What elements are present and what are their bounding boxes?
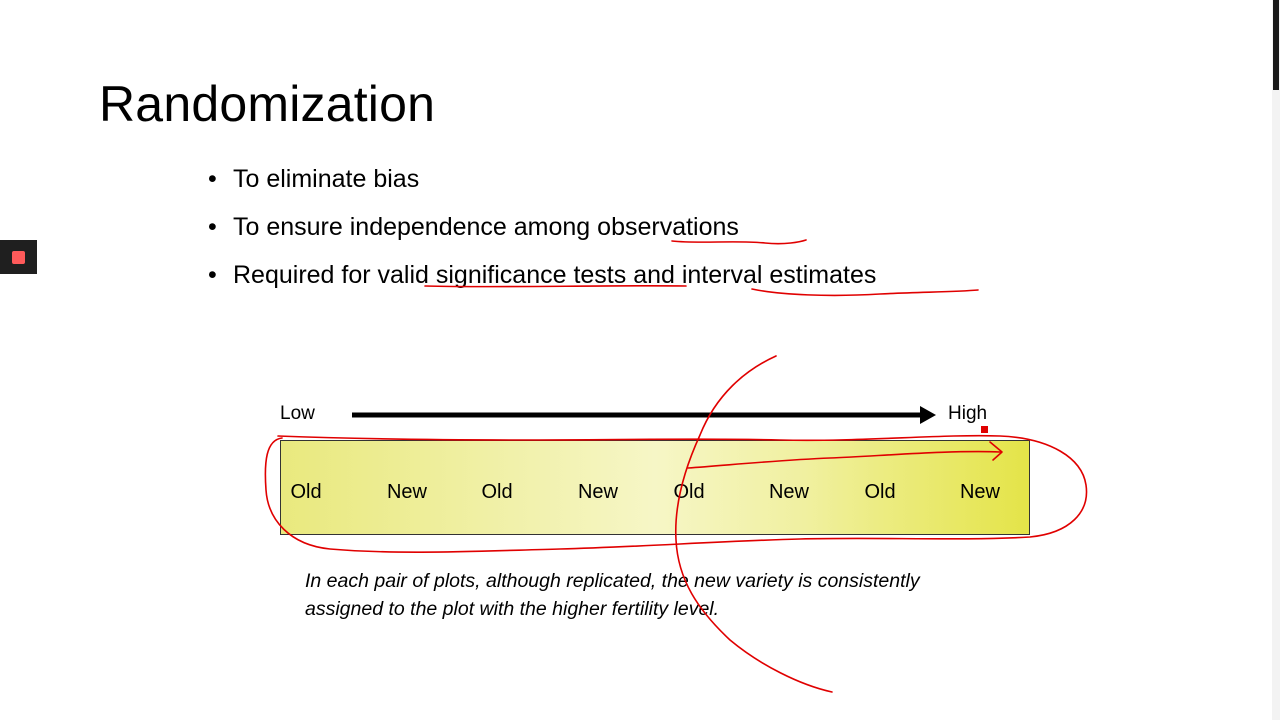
recording-widget[interactable] xyxy=(0,240,37,274)
plot-label-new: New xyxy=(959,481,1001,503)
plot-label-new: New xyxy=(768,481,810,503)
arrow-right-icon xyxy=(352,406,936,424)
bullet-item: • Required for valid significance tests a… xyxy=(208,251,876,299)
bullet-dot: • xyxy=(208,261,217,289)
pointer-marker xyxy=(981,426,988,433)
plot-label-old: Old xyxy=(481,481,513,503)
plot-label-new: New xyxy=(577,481,619,503)
caption: In each pair of plots, although replicat… xyxy=(305,567,920,623)
bullet-text: To eliminate bias xyxy=(233,165,420,193)
bullet-text: To ensure independence among observation… xyxy=(233,213,739,241)
scrollbar-thumb[interactable] xyxy=(1273,0,1279,90)
caption-line: In each pair of plots, although replicat… xyxy=(305,570,920,592)
scrollbar[interactable] xyxy=(1272,0,1280,720)
plot-label-old: Old xyxy=(290,481,322,503)
bullet-text: Required for valid significance tests an… xyxy=(233,261,877,289)
plot-label-new: New xyxy=(386,481,428,503)
bullet-item: • To eliminate bias xyxy=(208,155,876,203)
bullet-dot: • xyxy=(208,165,217,193)
slide-title: Randomization xyxy=(99,76,436,132)
fertility-low-label: Low xyxy=(280,403,315,424)
bullet-item: • To ensure independence among observatio… xyxy=(208,203,876,251)
plot-label-old: Old xyxy=(864,481,896,503)
bullet-dot: • xyxy=(208,213,217,241)
caption-line: assigned to the plot with the higher fer… xyxy=(305,598,720,620)
record-stop-icon[interactable] xyxy=(12,251,25,264)
bullet-list: • To eliminate bias • To ensure independen… xyxy=(208,155,876,299)
plot-label-old: Old xyxy=(673,481,705,503)
fertility-high-label: High xyxy=(948,403,988,424)
